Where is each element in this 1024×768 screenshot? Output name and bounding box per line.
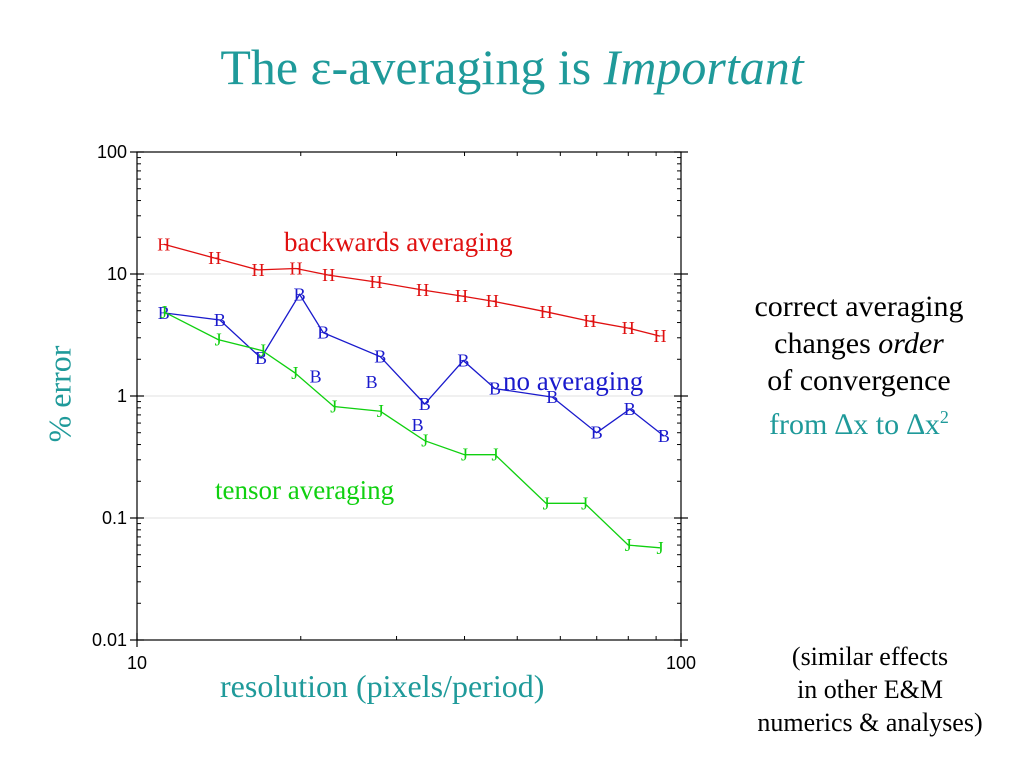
note-line-4: from ∆x to ∆x2 (716, 399, 1002, 443)
title-emphasis: Important (603, 39, 804, 95)
data-point-marker: H (322, 265, 335, 285)
similar-line-1: (similar effects (791, 642, 949, 671)
data-point-marker: J (421, 431, 428, 451)
title-prefix: The ε-averaging is (220, 39, 604, 95)
note-line-1: correct averaging (754, 290, 964, 323)
data-point-marker: J (215, 330, 222, 350)
data-point-marker: J (291, 363, 298, 383)
data-point-marker: B (489, 379, 501, 399)
data-point-marker: J (657, 538, 664, 558)
series-label-tensor: tensor averaging (215, 475, 394, 505)
data-point-marker: J (625, 535, 632, 555)
x-tick-label: 100 (666, 653, 696, 673)
page-title: The ε-averaging is Important (0, 38, 1024, 96)
data-point-marker: B (255, 348, 267, 368)
series-label-none: no averaging (503, 366, 643, 396)
note-line-4-prefix: from ∆x to ∆x (769, 408, 940, 441)
data-point-marker: H (416, 280, 429, 300)
series-h: HHH H H H H H HH H H H (157, 234, 666, 346)
data-point-marker: B (591, 423, 603, 443)
y-tick-label: 10 (107, 264, 127, 284)
note-line-3: of convergence (767, 364, 951, 397)
y-tick-label: 1 (117, 386, 127, 406)
data-point-marker: H (252, 260, 265, 280)
data-point-marker: H (208, 248, 221, 268)
data-point-marker: H (157, 234, 170, 254)
data-point-marker: B (419, 394, 431, 414)
data-point-marker: H (369, 272, 382, 292)
data-point-marker: B (412, 415, 424, 435)
note-line-2-prefix: changes (774, 327, 879, 360)
note-line-2: changes order (716, 325, 1002, 362)
x-axis-label: resolution (pixels/period) (220, 668, 545, 704)
data-point-marker: H (289, 258, 302, 278)
y-tick-label: 0.01 (92, 630, 127, 650)
series-line (163, 243, 661, 337)
similar-line-2: in other E&M (797, 675, 943, 704)
data-point-marker: J (330, 397, 337, 417)
y-tick-label: 0.1 (102, 508, 127, 528)
data-point-marker: H (486, 291, 499, 311)
similar-line-3: numerics & analyses) (757, 708, 983, 737)
data-point-marker: B (658, 426, 670, 446)
chart-grid (137, 273, 681, 519)
data-point-marker: B (214, 310, 226, 330)
data-point-marker: B (317, 323, 329, 343)
data-point-marker: B (366, 372, 378, 392)
note-line-2-emphasis: order (878, 327, 944, 360)
data-point-marker: H (455, 286, 468, 306)
data-point-marker: J (491, 445, 498, 465)
similar-effects-note: (similar effects in other E&M numerics &… (720, 640, 1020, 739)
data-point-marker: B (294, 284, 306, 304)
data-point-marker: J (461, 445, 468, 465)
series-label-backwards: backwards averaging (284, 227, 513, 257)
data-point-marker: J (160, 302, 167, 322)
convergence-note: correct averaging changes order of conve… (716, 288, 1002, 443)
data-point-marker: B (546, 387, 558, 407)
data-point-marker: H (654, 326, 667, 346)
data-point-marker: B (624, 399, 636, 419)
data-point-marker: J (581, 493, 588, 513)
plot-frame (136, 151, 682, 641)
series-j: J J J J J J J J J J J J J (160, 302, 663, 558)
data-point-marker: B (374, 347, 386, 367)
y-axis-label: % error (41, 345, 78, 443)
data-point-marker: J (543, 493, 550, 513)
data-point-marker: J (377, 401, 384, 421)
note-line-4-superscript: 2 (939, 407, 949, 427)
data-point-marker: J (259, 341, 266, 361)
y-tick-label: 100 (97, 142, 127, 162)
data-point-marker: B (158, 303, 170, 323)
series-line (163, 293, 665, 437)
data-point-marker: H (622, 318, 635, 338)
data-point-marker: B (457, 351, 469, 371)
data-point-marker: H (583, 311, 596, 331)
series-line (163, 311, 661, 549)
data-point-marker: B (310, 366, 322, 386)
data-point-marker: H (540, 302, 553, 322)
x-tick-label: 10 (127, 653, 147, 673)
